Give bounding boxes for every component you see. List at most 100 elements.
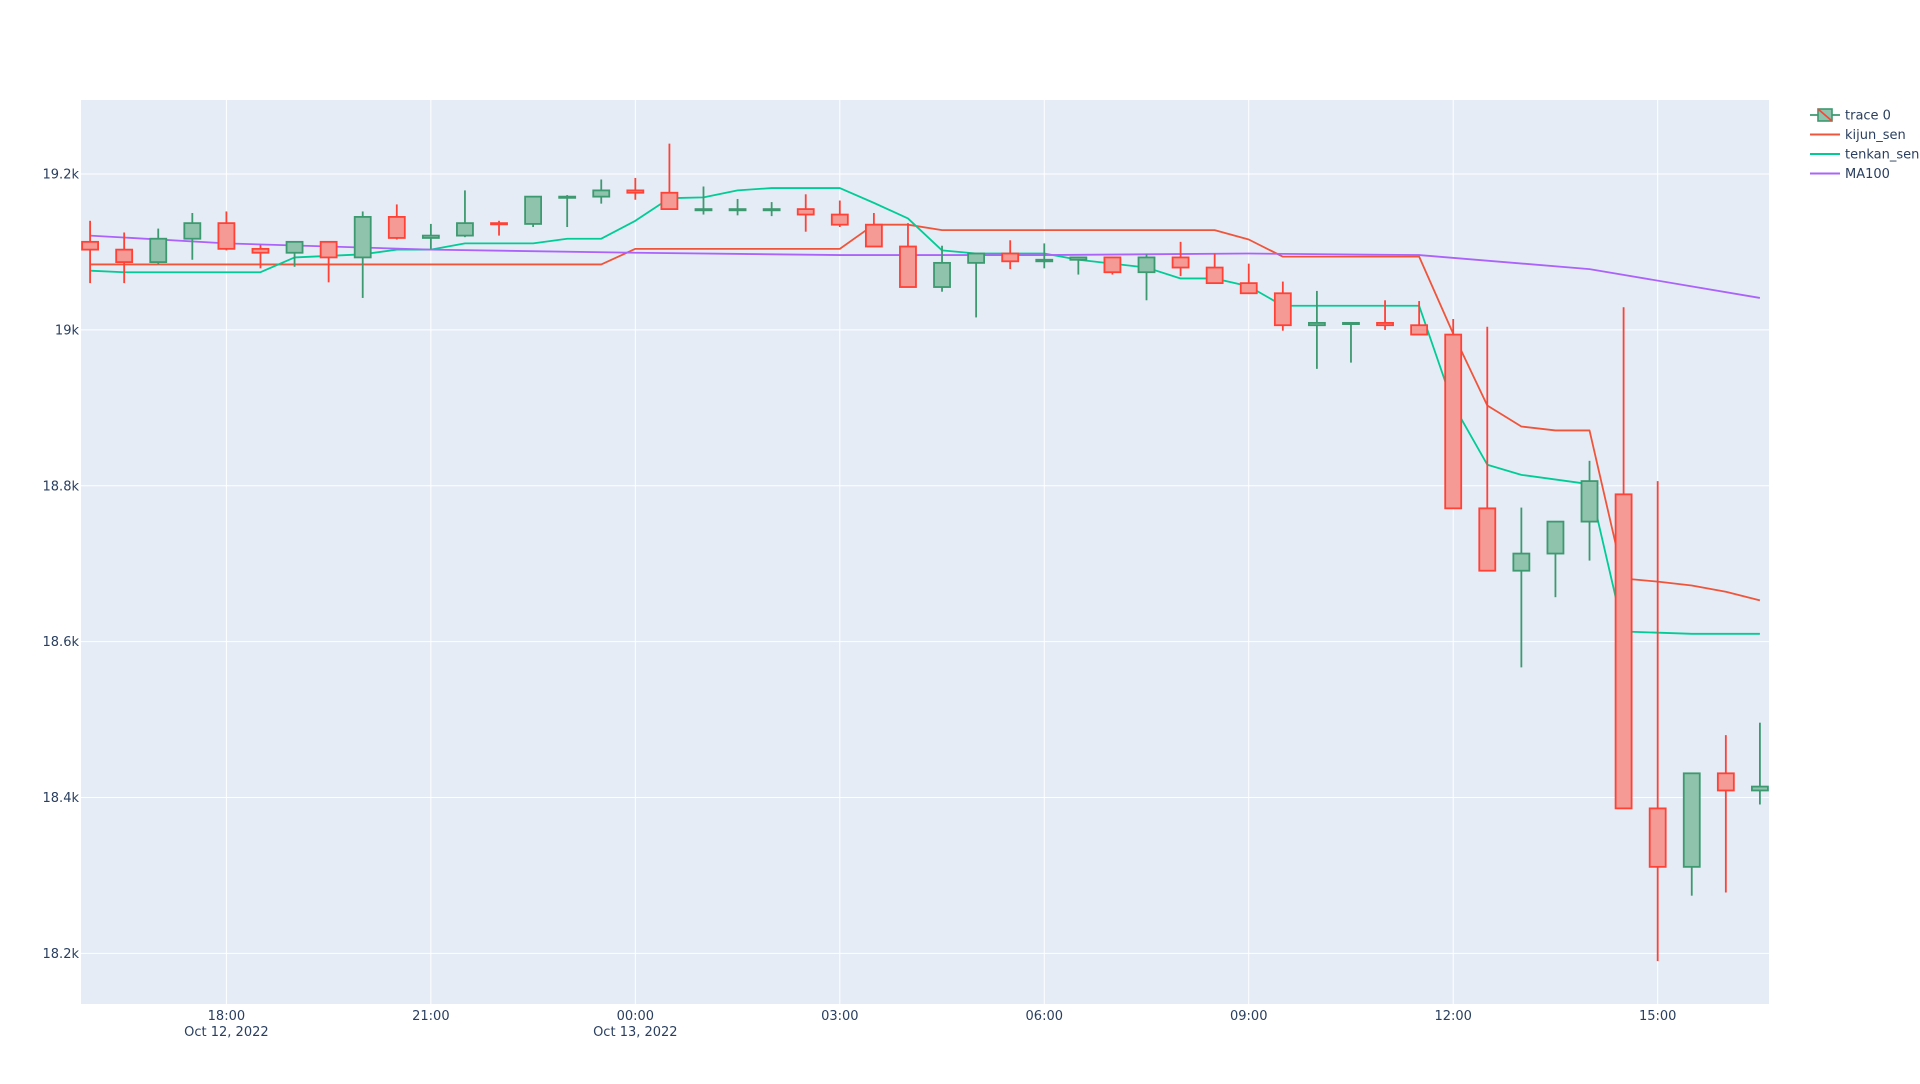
- candle-body: [1716, 772, 1735, 792]
- legend-item-tenkan_sen[interactable]: tenkan_sen: [1810, 148, 1919, 163]
- y-tick-label: 18.4k: [43, 791, 80, 806]
- legend-label: trace 0: [1845, 109, 1891, 124]
- candle-body: [933, 261, 951, 288]
- candle: [1342, 321, 1360, 363]
- legend-label: MA100: [1845, 167, 1890, 182]
- x-tick-label: 15:00: [1639, 1009, 1676, 1024]
- candle-body: [558, 195, 577, 199]
- candle-body: [1682, 772, 1701, 868]
- candle-body: [1001, 252, 1020, 263]
- candle-body: [1035, 258, 1054, 263]
- series-line-kijun_sen: [90, 223, 1761, 602]
- legend-label: kijun_sen: [1845, 128, 1906, 143]
- candle-body: [217, 222, 236, 250]
- candle: [1001, 240, 1020, 270]
- candle-body: [1307, 321, 1326, 327]
- candle-body: [1512, 552, 1531, 572]
- candle-body: [1410, 324, 1429, 336]
- candle-body: [1137, 256, 1156, 274]
- candle-body: [1239, 282, 1258, 295]
- candle-body: [490, 222, 508, 226]
- candle-body: [1171, 256, 1190, 269]
- candle-body: [1273, 292, 1292, 327]
- candle: [592, 179, 611, 204]
- candle-body: [456, 222, 474, 237]
- y-tick-label: 18.8k: [43, 479, 80, 494]
- candle-body: [1648, 807, 1667, 868]
- candle-body: [149, 237, 168, 263]
- candle-body: [830, 213, 849, 226]
- candle-body: [592, 189, 611, 198]
- candle: [81, 220, 99, 284]
- legend-item-kijun_sen[interactable]: kijun_sen: [1810, 128, 1906, 143]
- legend-item-ma100[interactable]: MA100: [1810, 167, 1890, 182]
- candle-body: [115, 248, 134, 263]
- candle: [694, 186, 713, 215]
- candle: [1546, 520, 1565, 598]
- candle: [490, 220, 508, 236]
- candle-body: [626, 189, 645, 194]
- candle-body: [387, 215, 406, 239]
- candle-body: [1546, 520, 1565, 555]
- candle-body: [1580, 480, 1599, 523]
- candle: [1648, 481, 1667, 962]
- candle: [1205, 253, 1224, 285]
- candle-body: [353, 215, 372, 259]
- candle: [1273, 281, 1292, 331]
- candle-body: [285, 240, 304, 254]
- candle-body: [319, 240, 338, 259]
- candle: [864, 213, 883, 248]
- x-tick-label: 12:00: [1434, 1009, 1471, 1024]
- candle: [217, 211, 236, 251]
- x-tick-date-label: Oct 13, 2022: [593, 1025, 678, 1040]
- candle: [1137, 254, 1156, 301]
- y-tick-label: 19k: [55, 323, 80, 338]
- candle-body: [899, 245, 917, 288]
- candle-body: [762, 208, 781, 212]
- legend-candle-diag: [1817, 108, 1833, 122]
- y-tick-label: 19.2k: [43, 168, 80, 183]
- candle: [660, 143, 679, 211]
- candle-body: [1444, 333, 1463, 510]
- candle: [149, 228, 168, 265]
- candle: [1751, 722, 1769, 805]
- candle: [1376, 300, 1394, 330]
- x-tick-label: 03:00: [821, 1009, 858, 1024]
- candle-body: [1103, 256, 1122, 274]
- candle: [1716, 735, 1735, 893]
- candle-body: [660, 191, 679, 211]
- candle-body: [967, 252, 986, 264]
- candle: [626, 177, 645, 200]
- candle-body: [728, 208, 747, 212]
- candle: [319, 240, 338, 283]
- candle: [1444, 318, 1463, 510]
- candle-body: [1751, 785, 1769, 792]
- candle: [796, 194, 815, 232]
- x-tick-label: 06:00: [1026, 1009, 1063, 1024]
- candle-body: [183, 222, 202, 240]
- candle: [830, 200, 849, 228]
- legend-item-trace-0[interactable]: trace 0: [1810, 108, 1891, 124]
- legend[interactable]: trace 0 kijun_sen tenkan_sen MA100: [1810, 108, 1919, 183]
- x-tick-label: 18:00: [208, 1009, 245, 1024]
- candle-body: [1342, 321, 1360, 325]
- candle-body: [796, 208, 815, 216]
- x-tick-label: 21:00: [412, 1009, 449, 1024]
- candle: [524, 195, 543, 228]
- candle-body: [1069, 256, 1088, 261]
- candle: [1239, 263, 1258, 295]
- y-tick-label: 18.6k: [43, 635, 80, 650]
- candle: [1512, 507, 1531, 668]
- candle: [183, 213, 202, 260]
- candle-body: [1205, 266, 1224, 285]
- candle: [1682, 772, 1701, 896]
- candle: [728, 198, 747, 216]
- candle-body: [1614, 493, 1633, 810]
- candle-body: [864, 223, 883, 248]
- candle: [1171, 241, 1190, 277]
- candle-body: [81, 240, 99, 251]
- candle: [353, 211, 372, 298]
- y-tick-label: 18.2k: [43, 947, 80, 962]
